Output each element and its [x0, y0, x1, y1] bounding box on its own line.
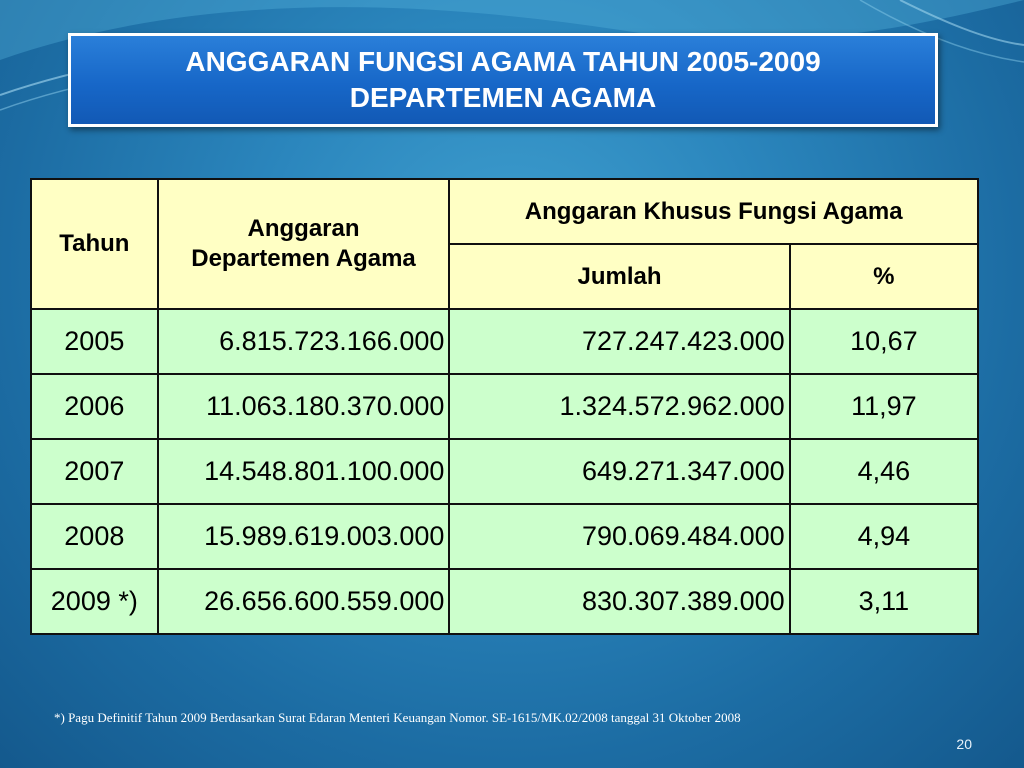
cell-amount: 727.247.423.000 — [448, 308, 791, 375]
cell-percent: 11,97 — [788, 373, 980, 440]
cell-year: 2009 *) — [30, 568, 159, 635]
cell-budget: 6.815.723.166.000 — [156, 308, 451, 375]
cell-amount: 830.307.389.000 — [448, 568, 791, 635]
budget-table: Tahun Anggaran Departemen Agama Anggaran… — [30, 178, 980, 635]
cell-budget: 15.989.619.003.000 — [156, 503, 451, 570]
cell-percent: 4,94 — [788, 503, 980, 570]
slide-title-line1: ANGGARAN FUNGSI AGAMA TAHUN 2005-2009 — [185, 46, 821, 77]
cell-percent: 10,67 — [788, 308, 980, 375]
header-budget: Anggaran Departemen Agama — [156, 178, 451, 310]
table-row: 2005 6.815.723.166.000 727.247.423.000 1… — [30, 308, 980, 375]
cell-budget: 14.548.801.100.000 — [156, 438, 451, 505]
cell-amount: 790.069.484.000 — [448, 503, 791, 570]
table-row: 2008 15.989.619.003.000 790.069.484.000 … — [30, 503, 980, 570]
cell-year: 2006 — [30, 373, 159, 440]
slide-title-box: ANGGARAN FUNGSI AGAMA TAHUN 2005-2009 DE… — [68, 33, 938, 127]
cell-percent: 4,46 — [788, 438, 980, 505]
slide-title-line2: DEPARTEMEN AGAMA — [349, 82, 657, 113]
cell-budget: 26.656.600.559.000 — [156, 568, 451, 635]
cell-budget: 11.063.180.370.000 — [156, 373, 451, 440]
table-row: 2009 *) 26.656.600.559.000 830.307.389.0… — [30, 568, 980, 635]
header-amount: Jumlah — [448, 243, 791, 310]
header-special-budget: Anggaran Khusus Fungsi Agama — [448, 178, 979, 245]
cell-amount: 1.324.572.962.000 — [448, 373, 791, 440]
header-year: Tahun — [30, 178, 159, 310]
header-budget-line2: Departemen Agama — [191, 245, 416, 272]
cell-year: 2005 — [30, 308, 159, 375]
header-budget-line1: Anggaran — [247, 215, 360, 242]
cell-year: 2007 — [30, 438, 159, 505]
header-percent: % — [788, 243, 980, 310]
table-row: 2007 14.548.801.100.000 649.271.347.000 … — [30, 438, 980, 505]
table-row: 2006 11.063.180.370.000 1.324.572.962.00… — [30, 373, 980, 440]
page-number: 20 — [956, 736, 972, 752]
cell-year: 2008 — [30, 503, 159, 570]
cell-amount: 649.271.347.000 — [448, 438, 791, 505]
cell-percent: 3,11 — [788, 568, 980, 635]
footnote: *) Pagu Definitif Tahun 2009 Berdasarkan… — [54, 710, 741, 725]
